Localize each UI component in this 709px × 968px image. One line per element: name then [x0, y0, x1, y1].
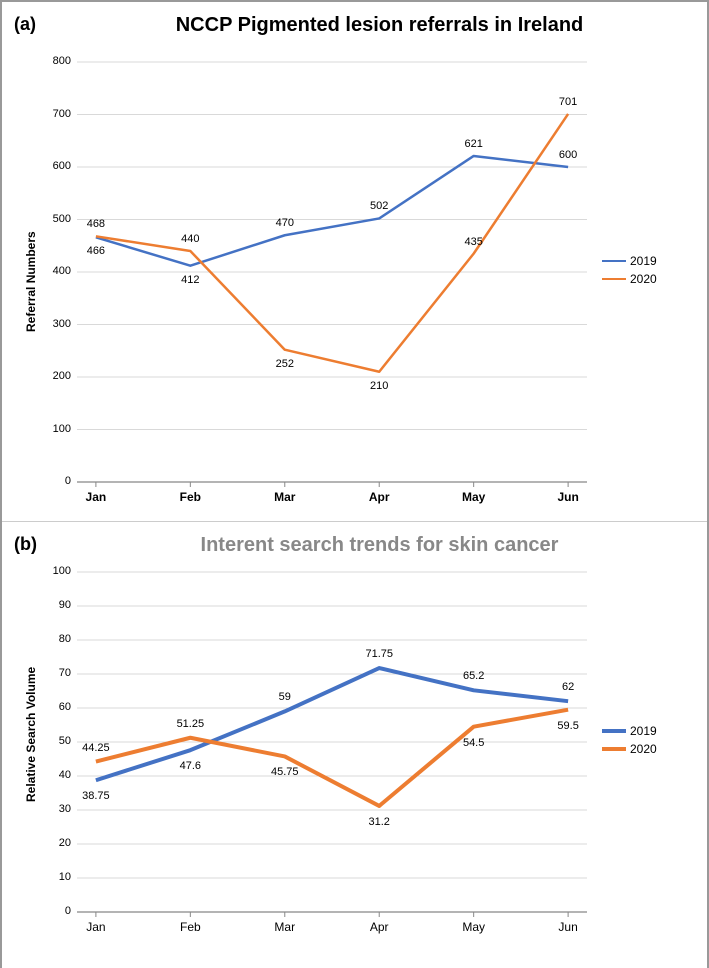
y-tick: 50: [41, 735, 71, 747]
data-label: 59.5: [557, 720, 578, 732]
data-label: 440: [181, 233, 199, 245]
legend-item: 2020: [602, 272, 657, 286]
y-axis-label: Relative Search Volume: [24, 667, 38, 802]
series-line: [96, 114, 568, 372]
x-tick: Mar: [274, 490, 295, 504]
x-tick: Feb: [180, 920, 201, 934]
legend-label: 2020: [630, 742, 657, 756]
y-tick: 700: [41, 108, 71, 120]
y-tick: 600: [41, 160, 71, 172]
x-tick: Apr: [370, 920, 389, 934]
y-tick: 800: [41, 55, 71, 67]
data-label: 65.2: [463, 670, 484, 682]
x-tick: Jan: [86, 920, 105, 934]
legend-label: 2019: [630, 724, 657, 738]
data-label: 47.6: [180, 760, 201, 772]
y-tick: 10: [41, 871, 71, 883]
y-tick: 400: [41, 265, 71, 277]
x-tick: Mar: [274, 920, 295, 934]
x-tick: Jan: [86, 490, 107, 504]
data-label: 45.75: [271, 766, 299, 778]
x-tick: May: [462, 920, 485, 934]
y-tick: 300: [41, 318, 71, 330]
x-tick: Apr: [369, 490, 390, 504]
x-tick: Jun: [557, 490, 578, 504]
x-tick: Feb: [180, 490, 201, 504]
legend-label: 2020: [630, 272, 657, 286]
x-tick: May: [462, 490, 485, 504]
legend-swatch: [602, 260, 626, 262]
y-axis-label: Referral Numbers: [24, 231, 38, 332]
data-label: 412: [181, 274, 199, 286]
y-tick: 20: [41, 837, 71, 849]
legend-item: 2019: [602, 724, 657, 738]
figure-container: (a)NCCP Pigmented lesion referrals in Ir…: [0, 0, 709, 968]
y-tick: 60: [41, 701, 71, 713]
data-label: 59: [279, 691, 291, 703]
y-tick: 0: [41, 905, 71, 917]
data-label: 31.2: [369, 816, 390, 828]
y-tick: 30: [41, 803, 71, 815]
data-label: 210: [370, 380, 388, 392]
y-tick: 40: [41, 769, 71, 781]
panel-b: (b)Interent search trends for skin cance…: [2, 522, 707, 968]
legend-item: 2019: [602, 254, 657, 268]
data-label: 502: [370, 200, 388, 212]
data-label: 62: [562, 681, 574, 693]
y-tick: 100: [41, 565, 71, 577]
data-label: 466: [87, 245, 105, 257]
plot-svg: [2, 522, 607, 932]
data-label: 38.75: [82, 790, 110, 802]
data-label: 44.25: [82, 742, 110, 754]
legend-swatch: [602, 747, 626, 751]
data-label: 600: [559, 149, 577, 161]
y-tick: 80: [41, 633, 71, 645]
y-tick: 70: [41, 667, 71, 679]
series-line: [96, 156, 568, 266]
legend-swatch: [602, 278, 626, 280]
x-tick: Jun: [558, 920, 577, 934]
data-label: 621: [464, 138, 482, 150]
legend-swatch: [602, 729, 626, 733]
legend-label: 2019: [630, 254, 657, 268]
data-label: 51.25: [177, 718, 205, 730]
y-tick: 90: [41, 599, 71, 611]
legend: 2019 2020: [602, 254, 657, 290]
data-label: 468: [87, 218, 105, 230]
legend: 2019 2020: [602, 724, 657, 760]
y-tick: 100: [41, 423, 71, 435]
panel-a: (a)NCCP Pigmented lesion referrals in Ir…: [2, 2, 707, 522]
data-label: 435: [464, 236, 482, 248]
y-tick: 0: [41, 475, 71, 487]
y-tick: 200: [41, 370, 71, 382]
legend-item: 2020: [602, 742, 657, 756]
data-label: 252: [276, 358, 294, 370]
data-label: 71.75: [365, 648, 393, 660]
data-label: 54.5: [463, 737, 484, 749]
data-label: 701: [559, 96, 577, 108]
y-tick: 500: [41, 213, 71, 225]
data-label: 470: [276, 217, 294, 229]
